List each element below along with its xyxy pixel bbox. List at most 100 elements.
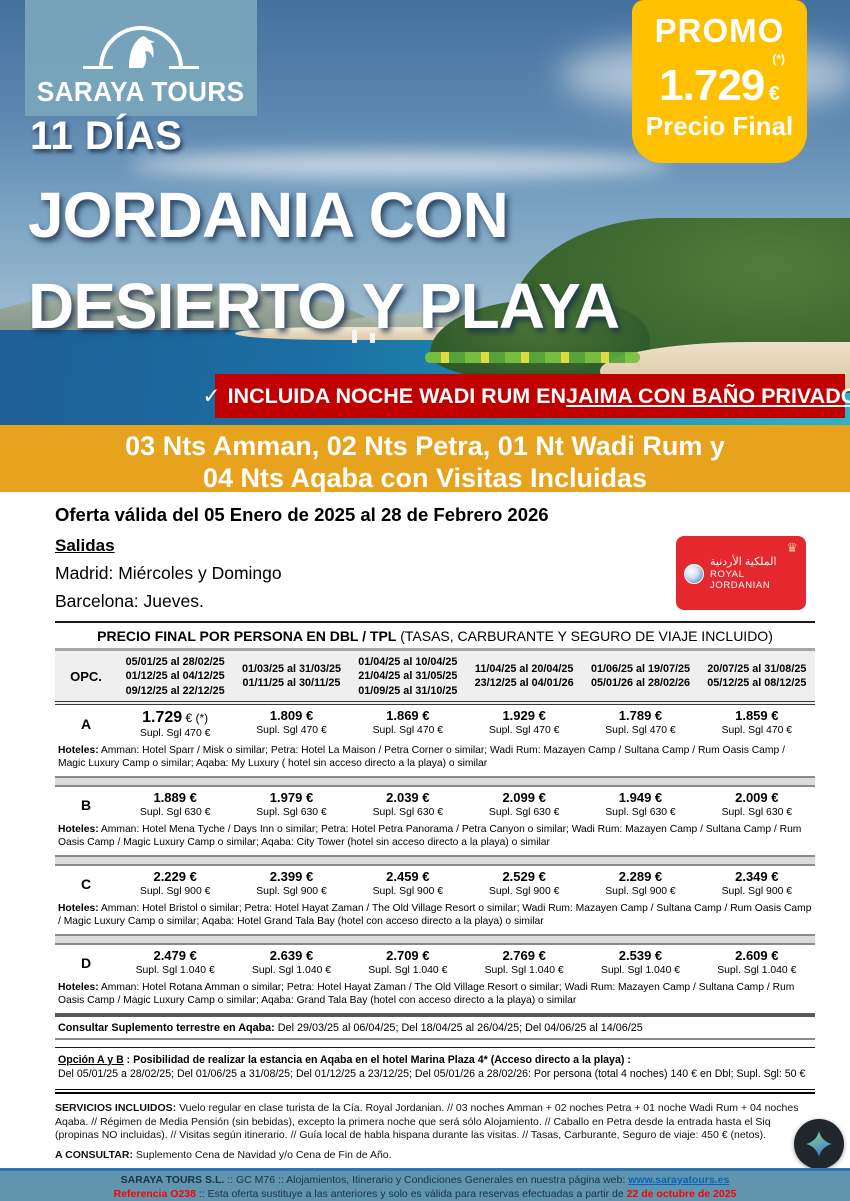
promo-badge: PROMO (*) 1.729 € Precio Final bbox=[632, 0, 807, 163]
airline-arabic-name: الملكية الأردنية bbox=[710, 556, 777, 568]
main-title-line1: JORDANIA CON bbox=[28, 179, 509, 251]
price-row-D: D 2.479 € Supl. Sgl 1.040 € 2.639 € Supl. … bbox=[55, 945, 815, 980]
single-supplement: Supl. Sgl 1.040 € bbox=[135, 964, 215, 976]
option-ab-note: Opción A y B : Posibilidad de realizar l… bbox=[55, 1046, 815, 1083]
single-supplement: Supl. Sgl 630 € bbox=[256, 806, 327, 818]
departure-madrid: Madrid: Miércoles y Domingo bbox=[55, 563, 282, 583]
date-range: 01/06/25 al 19/07/25 bbox=[590, 663, 690, 676]
date-range: 05/01/25 al 28/02/25 bbox=[125, 656, 225, 668]
hotels-text: Amman: Hotel Rotana Amman o similar; Pet… bbox=[58, 981, 795, 1006]
single-supplement: Supl. Sgl 1.040 € bbox=[251, 964, 332, 976]
date-range: 11/04/25 al 20/04/25 bbox=[474, 663, 574, 676]
main-title: JORDANIA CON DESIERTO Y PLAYA bbox=[28, 170, 620, 352]
nights-line2: 04 Nts Aqaba con Visitas Incluidas bbox=[202, 463, 648, 494]
option-ab-dates: Del 05/01/25 a 28/02/25; Del 01/06/25 a … bbox=[58, 1067, 806, 1080]
table-title: PRECIO FINAL POR PERSONA EN DBL / TPL (T… bbox=[55, 621, 815, 651]
single-supplement: Supl. Sgl 470 € bbox=[139, 728, 211, 740]
wadi-rum-ribbon: ✓ INCLUIDA NOCHE WADI RUM EN JAIMA CON B… bbox=[203, 374, 850, 418]
single-supplement: Supl. Sgl 630 € bbox=[372, 806, 444, 818]
promo-price-tail: € (*) bbox=[182, 710, 209, 725]
single-supplement: Supl. Sgl 900 € bbox=[488, 885, 560, 897]
opc-letter: A bbox=[80, 716, 92, 733]
price-row-B: B 1.889 € Supl. Sgl 630 € 1.979 € Supl. Sg… bbox=[55, 787, 815, 822]
date-column-3: 01/04/25 al 10/04/25 21/04/25 al 31/05/2… bbox=[350, 655, 466, 698]
single-supplement: Supl. Sgl 630 € bbox=[139, 806, 211, 818]
single-supplement: Supl. Sgl 470 € bbox=[721, 724, 793, 736]
date-range: 01/04/25 al 10/04/25 bbox=[358, 656, 458, 668]
brand-logo-box: SARAYA TOURS bbox=[25, 0, 257, 116]
price-cell: 2.609 € Supl. Sgl 1.040 € bbox=[699, 948, 815, 977]
date-range: 09/12/25 al 22/12/25 bbox=[125, 684, 225, 697]
hotels-row-D: Hoteles: Amman: Hotel Rotana Amman o sim… bbox=[55, 980, 815, 1013]
price-cell: 1.869 € Supl. Sgl 470 € bbox=[350, 708, 466, 740]
hero-photo: SARAYA TOURS 11 DÍAS JORDANIA CON DESIER… bbox=[0, 0, 850, 425]
row-separator bbox=[55, 854, 815, 866]
price-cell: 2.539 € Supl. Sgl 1.040 € bbox=[582, 948, 698, 977]
price-table: PRECIO FINAL POR PERSONA EN DBL / TPL (T… bbox=[55, 621, 815, 1082]
royal-jordanian-logo: ♛ الملكية الأردنية ROYAL JORDANIAN bbox=[676, 536, 806, 610]
promo-price-main: 1.729 bbox=[142, 708, 183, 726]
airline-names: الملكية الأردنية ROYAL JORDANIAN bbox=[710, 556, 798, 591]
double-rule bbox=[55, 1089, 815, 1095]
single-supplement: Supl. Sgl 470 € bbox=[256, 724, 327, 736]
ribbon-underlined-text: JAIMA CON BAÑO PRIVADO bbox=[565, 383, 850, 408]
price-cell: 2.289 € Supl. Sgl 900 € bbox=[582, 869, 698, 898]
date-range: 05/01/26 al 28/02/26 bbox=[590, 677, 690, 690]
footer-line1: SARAYA TOURS S.L. :: GC M76 :: Alojamien… bbox=[0, 1173, 850, 1187]
assistant-bubble[interactable] bbox=[794, 1119, 844, 1169]
nights-line1: 03 Nts Amman, 02 Nts Petra, 01 Nt Wadi R… bbox=[125, 431, 725, 461]
price-cell: 2.099 € Supl. Sgl 630 € bbox=[466, 790, 582, 819]
single-supplement: Supl. Sgl 1.040 € bbox=[717, 964, 797, 976]
table-title-bold: PRECIO FINAL POR PERSONA EN DBL / TPL bbox=[97, 628, 397, 644]
promo-label: PROMO bbox=[654, 12, 785, 49]
single-supplement: Supl. Sgl 1.040 € bbox=[600, 964, 681, 976]
promo-price: 1.729 bbox=[659, 61, 765, 110]
price-cell: 2.349 € Supl. Sgl 900 € bbox=[699, 869, 815, 898]
price-cell: 2.459 € Supl. Sgl 900 € bbox=[350, 869, 466, 898]
table-title-rest: (TASAS, CARBURANTE Y SEGURO DE VIAJE INC… bbox=[396, 628, 773, 644]
salidas-label: Salidas bbox=[55, 536, 115, 555]
aqaba-supplement-note: Consultar Suplemento terrestre en Aqaba:… bbox=[55, 1017, 815, 1040]
validity-text: Oferta válida del 05 Enero de 2025 al 28… bbox=[55, 504, 549, 525]
airline-logo-row: الملكية الأردنية ROYAL JORDANIAN bbox=[684, 556, 798, 591]
date-range: 21/04/25 al 31/05/25 bbox=[358, 670, 458, 683]
price-cell: 2.479 € Supl. Sgl 1.040 € bbox=[117, 948, 233, 977]
price-row-C: C 2.229 € Supl. Sgl 900 € 2.399 € Supl. Sg… bbox=[55, 866, 815, 901]
boat-shape bbox=[352, 330, 357, 343]
single-supplement: Supl. Sgl 900 € bbox=[139, 885, 211, 897]
single-supplement: Supl. Sgl 470 € bbox=[488, 724, 560, 736]
date-range: 01/11/25 al 30/11/25 bbox=[242, 677, 341, 690]
price-cell: 2.769 € Supl. Sgl 1.040 € bbox=[466, 948, 582, 977]
price-cell: 1.949 € Supl. Sgl 630 € bbox=[582, 790, 698, 819]
date-range: 01/09/25 al 31/10/25 bbox=[358, 684, 458, 697]
ribbon-text: INCLUIDA NOCHE WADI RUM EN bbox=[227, 383, 566, 408]
option-ab-bold-text: : Posibilidad de realizar la estancia en… bbox=[123, 1053, 631, 1066]
price-cell: 2.009 € Supl. Sgl 630 € bbox=[699, 790, 815, 819]
footer-line2-text: :: Esta oferta sustituye a las anteriore… bbox=[195, 1188, 627, 1201]
date-column-1: 05/01/25 al 28/02/25 01/12/25 al 04/12/2… bbox=[117, 655, 233, 698]
price-cell: 1.929 € Supl. Sgl 470 € bbox=[466, 708, 582, 740]
price-cell: 2.229 € Supl. Sgl 900 € bbox=[117, 869, 233, 898]
waterpark-shape bbox=[425, 352, 640, 363]
date-range: 23/12/25 al 04/01/26 bbox=[474, 677, 574, 690]
row-separator bbox=[55, 933, 815, 945]
price-cell: 1.729 € (*) Supl. Sgl 470 € bbox=[117, 709, 233, 740]
price-row-A: A 1.729 € (*) Supl. Sgl 470 € 1.809 € Sup… bbox=[55, 705, 815, 743]
content-area: Oferta válida del 05 Enero de 2025 al 28… bbox=[0, 492, 850, 1168]
hotels-row-A: Hoteles: Amman: Hotel Sparr / Misk o sim… bbox=[55, 743, 815, 776]
price-cell: 2.039 € Supl. Sgl 630 € bbox=[350, 790, 466, 819]
opc-letter: C bbox=[80, 875, 92, 892]
website-link[interactable]: www.sarayatours.es bbox=[628, 1174, 730, 1186]
footer-line1-text: :: GC M76 :: Alojamientos, Itinerario y … bbox=[224, 1174, 629, 1186]
brand-name: SARAYA TOURS bbox=[37, 76, 245, 107]
double-rule bbox=[55, 1012, 815, 1017]
cloud-shape bbox=[130, 152, 670, 178]
hotels-label: Hoteles: bbox=[58, 823, 99, 835]
single-supplement: Supl. Sgl 900 € bbox=[605, 885, 676, 897]
opc-header: OPC. bbox=[70, 668, 102, 684]
boat-shape bbox=[370, 333, 375, 343]
option-ab-label: Opción A y B bbox=[58, 1053, 124, 1066]
footer-line2: Referencia O238 :: Esta oferta sustituye… bbox=[0, 1187, 850, 1201]
hotels-row-B: Hoteles: Amman: Hotel Mena Tyche / Days … bbox=[55, 822, 815, 855]
